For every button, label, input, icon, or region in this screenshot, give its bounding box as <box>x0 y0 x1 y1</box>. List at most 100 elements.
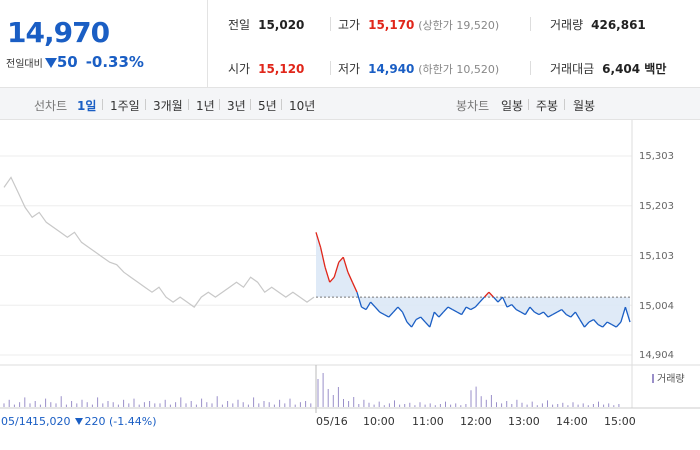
today-series-segment <box>565 314 572 318</box>
y-tick: 14,904 <box>639 350 674 361</box>
today-series-segment <box>602 321 608 328</box>
x-tick: 14:00 <box>556 415 588 428</box>
today-series-segment <box>579 319 586 328</box>
stat-open: 시가 15,120 <box>228 60 304 77</box>
divider <box>188 99 189 110</box>
divider <box>102 99 103 110</box>
candle-monthly[interactable]: 월봉 <box>573 99 596 113</box>
today-series-segment <box>374 306 381 313</box>
period-1d[interactable]: 1일 <box>77 99 97 113</box>
today-series-segment <box>319 247 326 268</box>
y-tick: 15,103 <box>639 251 674 262</box>
period-1y[interactable]: 1년 <box>196 99 215 113</box>
change-label: 전일대비 <box>6 59 43 70</box>
today-series-segment <box>538 311 544 316</box>
today-series-segment <box>497 296 504 303</box>
stat-value: 15,120 <box>258 62 305 76</box>
today-series-segment <box>588 319 594 323</box>
period-3y[interactable]: 3년 <box>227 99 246 113</box>
stat-high: 고가 15,170 (상한가 19,520) <box>338 16 499 33</box>
today-series-segment <box>424 321 431 328</box>
prev-change: 220 <box>84 415 106 428</box>
today-series-segment <box>324 267 331 283</box>
stat-value: 426,861 <box>591 18 646 32</box>
divider <box>219 99 220 110</box>
today-series-segment <box>415 316 422 321</box>
x-tick: 12:00 <box>460 415 492 428</box>
candle-daily[interactable]: 일봉 <box>501 99 524 113</box>
x-tick-date: 05/16 <box>316 415 348 428</box>
today-series-segment <box>483 291 490 298</box>
change-percent: -0.33% <box>85 53 144 71</box>
today-series-segment <box>338 256 344 263</box>
today-series-segment <box>347 271 353 283</box>
today-series-segment <box>624 306 631 323</box>
today-series-segment <box>606 321 613 326</box>
stat-label: 거래량 <box>550 18 584 32</box>
divider <box>330 61 331 75</box>
price-chart-svg <box>0 120 700 413</box>
stat-amount: 거래대금 6,404 백만 <box>550 60 666 77</box>
stat-low: 저가 14,940 (하한가 10,520) <box>338 60 499 77</box>
divider <box>250 99 251 110</box>
period-10y[interactable]: 10년 <box>289 99 316 113</box>
y-tick: 15,004 <box>639 301 674 312</box>
stat-label: 거래대금 <box>550 62 595 76</box>
prev-day-summary: 15,020 220 (-1.44%) <box>32 415 157 428</box>
today-series-segment <box>361 306 367 311</box>
today-series-segment <box>529 306 535 313</box>
today-series-segment <box>493 296 499 303</box>
today-series-segment <box>556 309 563 313</box>
y-tick: 15,203 <box>639 201 674 212</box>
today-series-segment <box>401 311 408 323</box>
divider <box>564 99 565 110</box>
today-series-segment <box>570 311 576 318</box>
today-series-segment <box>397 306 403 313</box>
stat-label: 고가 <box>338 18 361 32</box>
x-tick: 15:00 <box>604 415 636 428</box>
today-series-segment <box>456 311 462 316</box>
today-series-segment <box>534 311 540 316</box>
divider <box>530 61 531 75</box>
line-chart-title: 선차트 <box>34 99 68 113</box>
today-series-segment <box>520 311 526 316</box>
today-series-segment <box>465 306 472 311</box>
stat-label: 저가 <box>338 62 361 76</box>
price-summary: 14,970 전일대비 50 -0.33% <box>0 0 208 88</box>
today-series-segment <box>543 311 549 318</box>
today-series-segment <box>388 311 394 318</box>
today-series-segment <box>392 306 399 313</box>
stat-volume: 거래량 426,861 <box>550 16 646 33</box>
today-series-segment <box>433 311 440 318</box>
period-3m[interactable]: 3개월 <box>153 99 183 113</box>
today-series-segment <box>506 304 513 308</box>
today-series-segment <box>411 319 417 328</box>
today-series-segment <box>370 301 376 308</box>
y-tick: 15,303 <box>639 151 674 162</box>
today-series-segment <box>479 296 485 303</box>
candle-chart-title: 봉차트 <box>456 99 490 113</box>
today-series-segment <box>524 306 531 315</box>
divider <box>145 99 146 110</box>
change-value: 50 <box>56 53 78 71</box>
today-series-segment <box>333 262 340 278</box>
stat-value: 14,940 <box>368 62 415 76</box>
upper-limit: (상한가 19,520) <box>418 19 500 32</box>
volume-legend-swatch <box>652 374 654 383</box>
today-series-segment <box>420 316 426 323</box>
today-series-segment <box>574 311 581 320</box>
period-5y[interactable]: 5년 <box>258 99 277 113</box>
candle-weekly[interactable]: 주봉 <box>536 99 559 113</box>
today-series-segment <box>615 321 622 328</box>
down-arrow-icon <box>74 418 83 425</box>
chart-toolbar: 선차트 1일 1주일 3개월 1년 3년 5년 10년 봉차트 일봉 주봉 월봉 <box>0 88 700 120</box>
today-series-segment <box>561 309 567 316</box>
today-series-segment <box>329 276 335 283</box>
today-series-segment <box>511 304 517 311</box>
today-series-segment <box>406 321 413 328</box>
x-tick: 13:00 <box>508 415 540 428</box>
today-series-segment <box>447 306 453 311</box>
current-price: 14,970 <box>7 16 110 49</box>
today-series-segment <box>488 291 494 298</box>
period-1w[interactable]: 1주일 <box>110 99 140 113</box>
